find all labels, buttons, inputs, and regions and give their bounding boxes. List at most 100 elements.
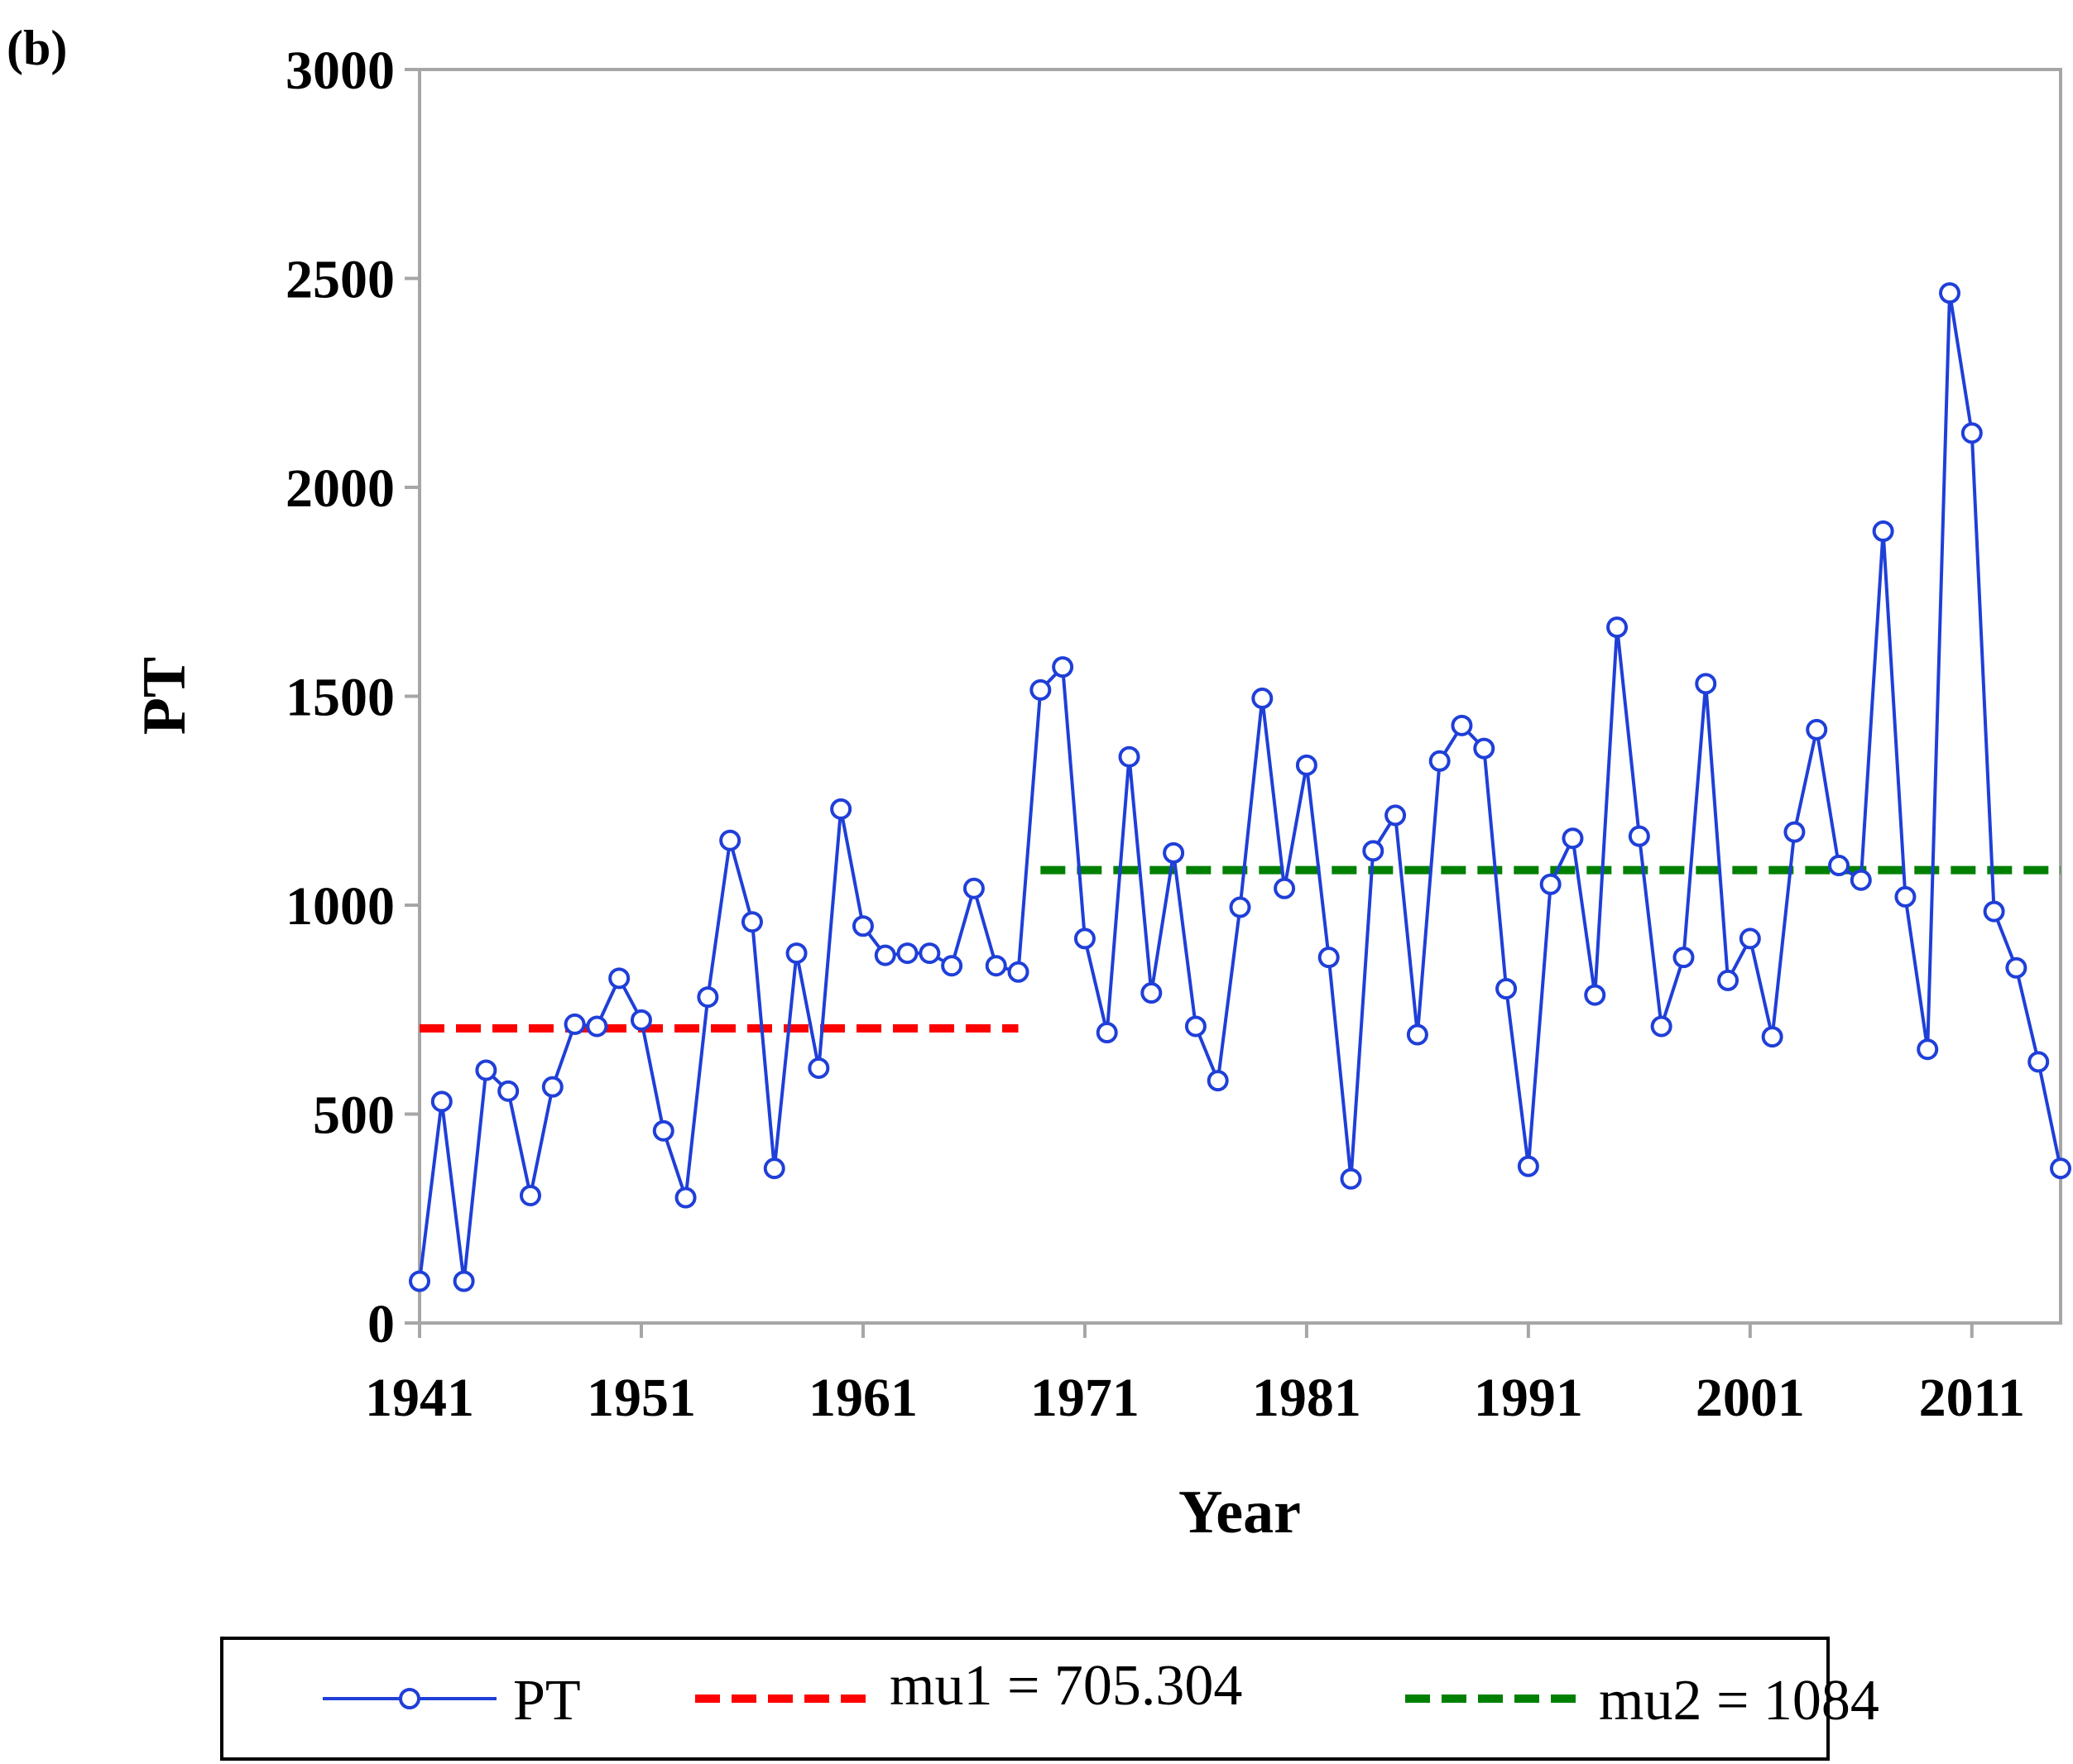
data-point bbox=[1229, 896, 1251, 918]
data-point bbox=[1628, 825, 1650, 847]
data-point bbox=[1872, 520, 1894, 543]
x-tick-label: 1981 bbox=[1252, 1368, 1361, 1428]
data-point bbox=[741, 911, 763, 933]
legend-item-mu2: mu2 = 1084 bbox=[1405, 1669, 1879, 1733]
data-point bbox=[475, 1059, 497, 1081]
data-point bbox=[1406, 1023, 1428, 1046]
data-point bbox=[430, 1091, 453, 1113]
y-tick-label: 2500 bbox=[286, 250, 395, 310]
data-point bbox=[719, 829, 741, 851]
data-point bbox=[1274, 877, 1296, 899]
x-tick-label: 1951 bbox=[587, 1368, 696, 1428]
data-point bbox=[1473, 737, 1495, 760]
data-point bbox=[519, 1184, 541, 1206]
legend-pt-label: PT bbox=[513, 1669, 581, 1733]
data-point bbox=[1251, 688, 1274, 710]
data-point bbox=[630, 1009, 652, 1031]
data-point bbox=[1428, 750, 1451, 772]
data-point bbox=[1695, 673, 1717, 695]
data-point bbox=[1850, 869, 1872, 891]
x-axis-title: Year bbox=[1178, 1479, 1301, 1546]
data-point bbox=[919, 942, 941, 965]
data-point bbox=[608, 967, 631, 990]
data-point bbox=[1517, 1155, 1539, 1177]
data-point bbox=[1783, 821, 1806, 843]
data-point bbox=[586, 1015, 608, 1038]
data-point bbox=[409, 1270, 430, 1292]
data-point bbox=[697, 986, 719, 1009]
data-point bbox=[985, 955, 1007, 977]
legend-item-mu1: mu1 = 705.304 bbox=[695, 1654, 1242, 1718]
x-tick-label: 1971 bbox=[1030, 1368, 1140, 1428]
y-tick-label: 3000 bbox=[286, 41, 395, 101]
data-point bbox=[1317, 947, 1340, 969]
legend: PT mu1 = 705.304 mu2 = 1084 bbox=[220, 1637, 1879, 1761]
data-point bbox=[1983, 900, 2005, 923]
data-point bbox=[1806, 718, 1828, 741]
data-point bbox=[1184, 1015, 1207, 1038]
data-point bbox=[1340, 1167, 1362, 1190]
data-point bbox=[1096, 1022, 1118, 1044]
x-tick-label: 1991 bbox=[1474, 1368, 1583, 1428]
y-tick-label: 1500 bbox=[286, 668, 395, 728]
data-point bbox=[453, 1270, 475, 1292]
y-tick-label: 500 bbox=[313, 1086, 395, 1146]
x-tick-label: 2001 bbox=[1696, 1368, 1805, 1428]
x-tick-label: 2011 bbox=[1919, 1368, 2025, 1428]
data-point bbox=[1207, 1070, 1229, 1092]
data-point bbox=[1606, 616, 1629, 639]
data-point bbox=[874, 944, 896, 966]
data-point bbox=[1007, 961, 1029, 983]
data-point bbox=[1451, 714, 1473, 736]
data-point bbox=[852, 915, 874, 937]
data-point bbox=[1052, 656, 1074, 678]
data-point bbox=[785, 942, 808, 965]
data-point bbox=[1362, 840, 1384, 862]
data-point bbox=[1384, 804, 1407, 827]
y-tick-label: 2000 bbox=[286, 458, 395, 519]
data-point bbox=[1672, 947, 1695, 969]
legend-item-pt: PT bbox=[323, 1669, 581, 1733]
x-tick-label: 1961 bbox=[809, 1368, 918, 1428]
data-point bbox=[763, 1158, 785, 1180]
data-point bbox=[1562, 827, 1584, 850]
data-point bbox=[1650, 1015, 1672, 1038]
data-point bbox=[1073, 928, 1096, 950]
y-tick-label: 1000 bbox=[286, 876, 395, 937]
data-point bbox=[674, 1186, 697, 1209]
x-axis: 1941 1951 1961 1971 1981 1991 2001 2011 bbox=[365, 1321, 2061, 1428]
legend-mu1-label: mu1 = 705.304 bbox=[890, 1654, 1242, 1718]
data-point bbox=[1539, 873, 1562, 895]
reference-lines bbox=[420, 865, 2061, 1033]
data-point bbox=[808, 1057, 830, 1079]
y-tick-label: 0 bbox=[367, 1294, 395, 1354]
data-point bbox=[497, 1080, 520, 1102]
y-axis-title: PT bbox=[131, 657, 199, 736]
data-point bbox=[1960, 422, 1983, 444]
data-point bbox=[541, 1076, 564, 1098]
x-tick-label: 1941 bbox=[365, 1368, 474, 1428]
data-point bbox=[2005, 956, 2027, 979]
y-axis: 0 500 1000 1500 2000 2500 3000 bbox=[286, 41, 421, 1354]
data-point bbox=[1295, 754, 1317, 776]
data-point bbox=[941, 955, 963, 977]
data-point bbox=[652, 1119, 674, 1142]
data-point bbox=[2050, 1158, 2071, 1180]
data-point bbox=[1894, 885, 1917, 908]
data-point bbox=[1717, 969, 1739, 991]
panel-label: (b) bbox=[7, 21, 67, 75]
data-point bbox=[962, 877, 985, 899]
data-point bbox=[1163, 841, 1185, 864]
data-point bbox=[1118, 745, 1140, 768]
data-point bbox=[1140, 982, 1163, 1004]
data-point bbox=[1739, 928, 1761, 950]
data-point bbox=[896, 942, 919, 965]
data-point bbox=[564, 1013, 586, 1035]
data-point bbox=[1029, 678, 1052, 701]
legend-pt-marker bbox=[399, 1688, 420, 1709]
data-point bbox=[830, 798, 852, 820]
legend-mu2-label: mu2 = 1084 bbox=[1599, 1669, 1879, 1733]
data-point bbox=[1495, 978, 1518, 999]
data-point bbox=[1761, 1026, 1783, 1048]
